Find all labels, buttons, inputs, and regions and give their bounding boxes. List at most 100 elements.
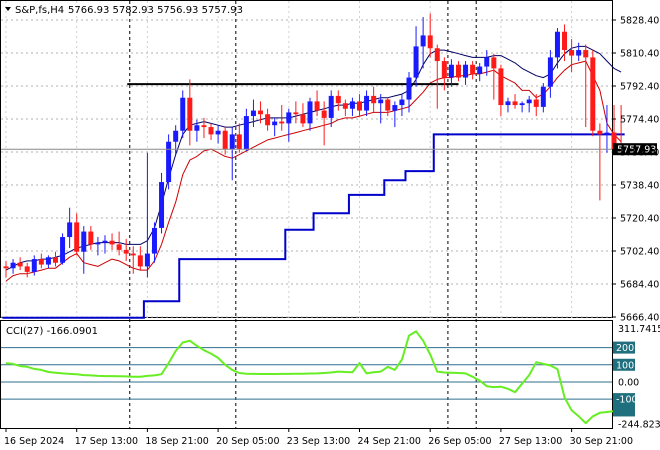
- candle: [293, 101, 299, 124]
- candle: [314, 90, 320, 117]
- cci-tick-label: 100: [616, 360, 634, 371]
- candle-body: [137, 255, 143, 267]
- price-tick-label: 5738.40: [620, 181, 659, 192]
- candle: [590, 50, 596, 137]
- candle: [505, 97, 511, 113]
- price-tick-label: 5684.40: [620, 280, 659, 291]
- candle: [477, 62, 483, 82]
- dropdown-triangle-icon[interactable]: [5, 7, 11, 11]
- candle-body: [24, 266, 30, 272]
- candle: [194, 119, 200, 142]
- candle-body: [321, 110, 327, 118]
- candle-body: [477, 66, 483, 74]
- candle-body: [194, 125, 200, 131]
- candlesticks: [3, 13, 624, 278]
- candle: [328, 90, 334, 128]
- candle-body: [434, 48, 440, 62]
- candle-body: [484, 57, 490, 67]
- cci-series: [5, 330, 635, 425]
- candle-body: [229, 134, 235, 150]
- candle-body: [371, 95, 377, 104]
- candle: [455, 61, 461, 82]
- candle: [286, 108, 292, 142]
- candle-body: [590, 57, 596, 131]
- current-price-label: 5757.93: [617, 145, 656, 156]
- price-pane-frame: [0, 0, 613, 318]
- candle: [604, 105, 610, 153]
- candle: [441, 57, 447, 91]
- cci-tick-label: -100: [616, 395, 638, 406]
- trailing-stop-line: [2, 133, 625, 319]
- candle: [229, 127, 235, 181]
- session-separators: [5, 1, 573, 428]
- candle: [357, 94, 362, 117]
- cci-level-tag: [613, 358, 635, 371]
- candle-body: [357, 101, 362, 111]
- fast-ma-path: [5, 60, 622, 282]
- price-tick-label: 5792.40: [620, 82, 659, 93]
- time-tick-label: 26 Sep 05:00: [428, 436, 491, 447]
- candle-body: [74, 222, 80, 252]
- candle: [123, 238, 129, 261]
- candle-body: [413, 46, 419, 78]
- time-tick-label: 27 Sep 13:00: [499, 436, 562, 447]
- candle: [448, 59, 454, 87]
- candle-body: [31, 259, 37, 272]
- candle-body: [52, 257, 58, 263]
- candle-body: [222, 130, 228, 150]
- candle: [526, 95, 532, 113]
- candle: [74, 213, 80, 256]
- slow-ma-path: [5, 45, 622, 271]
- candle-body: [378, 99, 384, 104]
- candle: [427, 13, 433, 58]
- candle: [265, 108, 271, 131]
- candle: [137, 246, 143, 271]
- candle-body: [60, 237, 66, 263]
- price-tick-label: 5756.40: [620, 148, 659, 159]
- time-tick-label: 18 Sep 21:00: [145, 436, 208, 447]
- candle-body: [364, 95, 370, 111]
- candle-body: [187, 97, 193, 131]
- candle-body: [286, 112, 292, 124]
- candle-body: [420, 35, 426, 47]
- candle: [166, 134, 172, 190]
- candle: [484, 50, 490, 76]
- candle: [547, 50, 553, 98]
- price-tick-label: 5702.40: [620, 247, 659, 258]
- candle-body: [201, 125, 207, 128]
- cci-title: CCI(27) -166.0901: [6, 326, 98, 337]
- candle-body: [583, 50, 589, 58]
- candle: [498, 64, 504, 117]
- candle-body: [385, 99, 391, 111]
- candle: [116, 231, 122, 256]
- candle: [413, 26, 419, 87]
- candle-body: [95, 242, 101, 245]
- candle-body: [533, 99, 539, 107]
- candle-body: [611, 132, 617, 150]
- candle: [81, 226, 87, 274]
- candle: [88, 226, 94, 250]
- candle-body: [314, 101, 320, 111]
- candle: [52, 251, 58, 267]
- candle: [222, 127, 228, 155]
- candle: [399, 94, 405, 117]
- price-axis: 5828.40 5810.40 5792.40 5774.40 5756.40 5738.…: [612, 16, 659, 324]
- candle: [364, 90, 370, 117]
- candle-body: [250, 110, 256, 117]
- candle-body: [547, 57, 553, 87]
- candle-body: [441, 61, 447, 78]
- candle: [392, 101, 398, 128]
- candle: [208, 123, 214, 140]
- candle-body: [45, 257, 51, 265]
- cci-levels: [1, 347, 612, 400]
- candle-body: [279, 121, 285, 124]
- price-tick-label: 5774.40: [620, 115, 659, 126]
- time-tick-label: 20 Sep 05:00: [216, 436, 279, 447]
- candle: [491, 53, 497, 100]
- cci-tick-label: 200: [616, 343, 634, 354]
- candle-body: [498, 68, 504, 106]
- candle-body: [67, 222, 73, 238]
- candle: [378, 94, 384, 124]
- candle: [3, 260, 9, 278]
